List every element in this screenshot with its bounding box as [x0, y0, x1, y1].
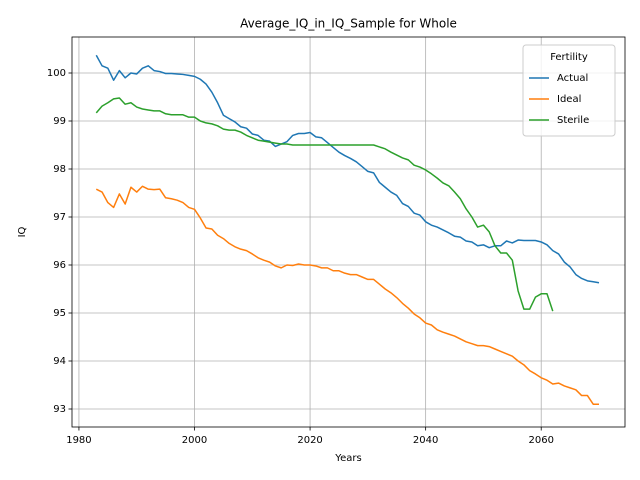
- x-axis-label: Years: [334, 453, 361, 464]
- x-tick-label: 2020: [297, 435, 322, 446]
- y-tick-label: 96: [53, 260, 66, 271]
- grid: [72, 37, 625, 427]
- legend: Fertility Actual Ideal Sterile: [522, 44, 616, 137]
- axes: 1980 2000 2020 2040 2060 93 94 95 96 97 98 99 100: [47, 68, 554, 446]
- y-axis-label: IQ: [17, 226, 28, 237]
- legend-label: Actual: [557, 73, 588, 84]
- chart-title: Average_IQ_in_IQ_Sample for Whole: [240, 17, 457, 31]
- legend-label: Ideal: [557, 94, 581, 105]
- y-tick-label: 94: [53, 356, 66, 367]
- x-tick-label: 2000: [182, 435, 207, 446]
- x-tick-label: 1980: [66, 435, 91, 446]
- y-tick-label: 97: [53, 212, 66, 223]
- series-line: [95, 54, 600, 284]
- legend-box: [522, 44, 616, 137]
- series-line: [95, 185, 599, 405]
- y-tick-label: 95: [53, 308, 66, 319]
- y-tick-label: 99: [53, 116, 66, 127]
- y-tick-label: 93: [53, 404, 66, 415]
- legend-title: Fertility: [550, 52, 588, 63]
- x-tick-label: 2060: [528, 435, 553, 446]
- y-tick-label: 98: [53, 164, 66, 175]
- axes-frame: [71, 36, 626, 428]
- y-tick-label: 100: [47, 68, 66, 79]
- plot-lines: [95, 54, 600, 405]
- series-line: [95, 97, 554, 312]
- x-tick-label: 2040: [413, 435, 438, 446]
- legend-label: Sterile: [557, 115, 589, 126]
